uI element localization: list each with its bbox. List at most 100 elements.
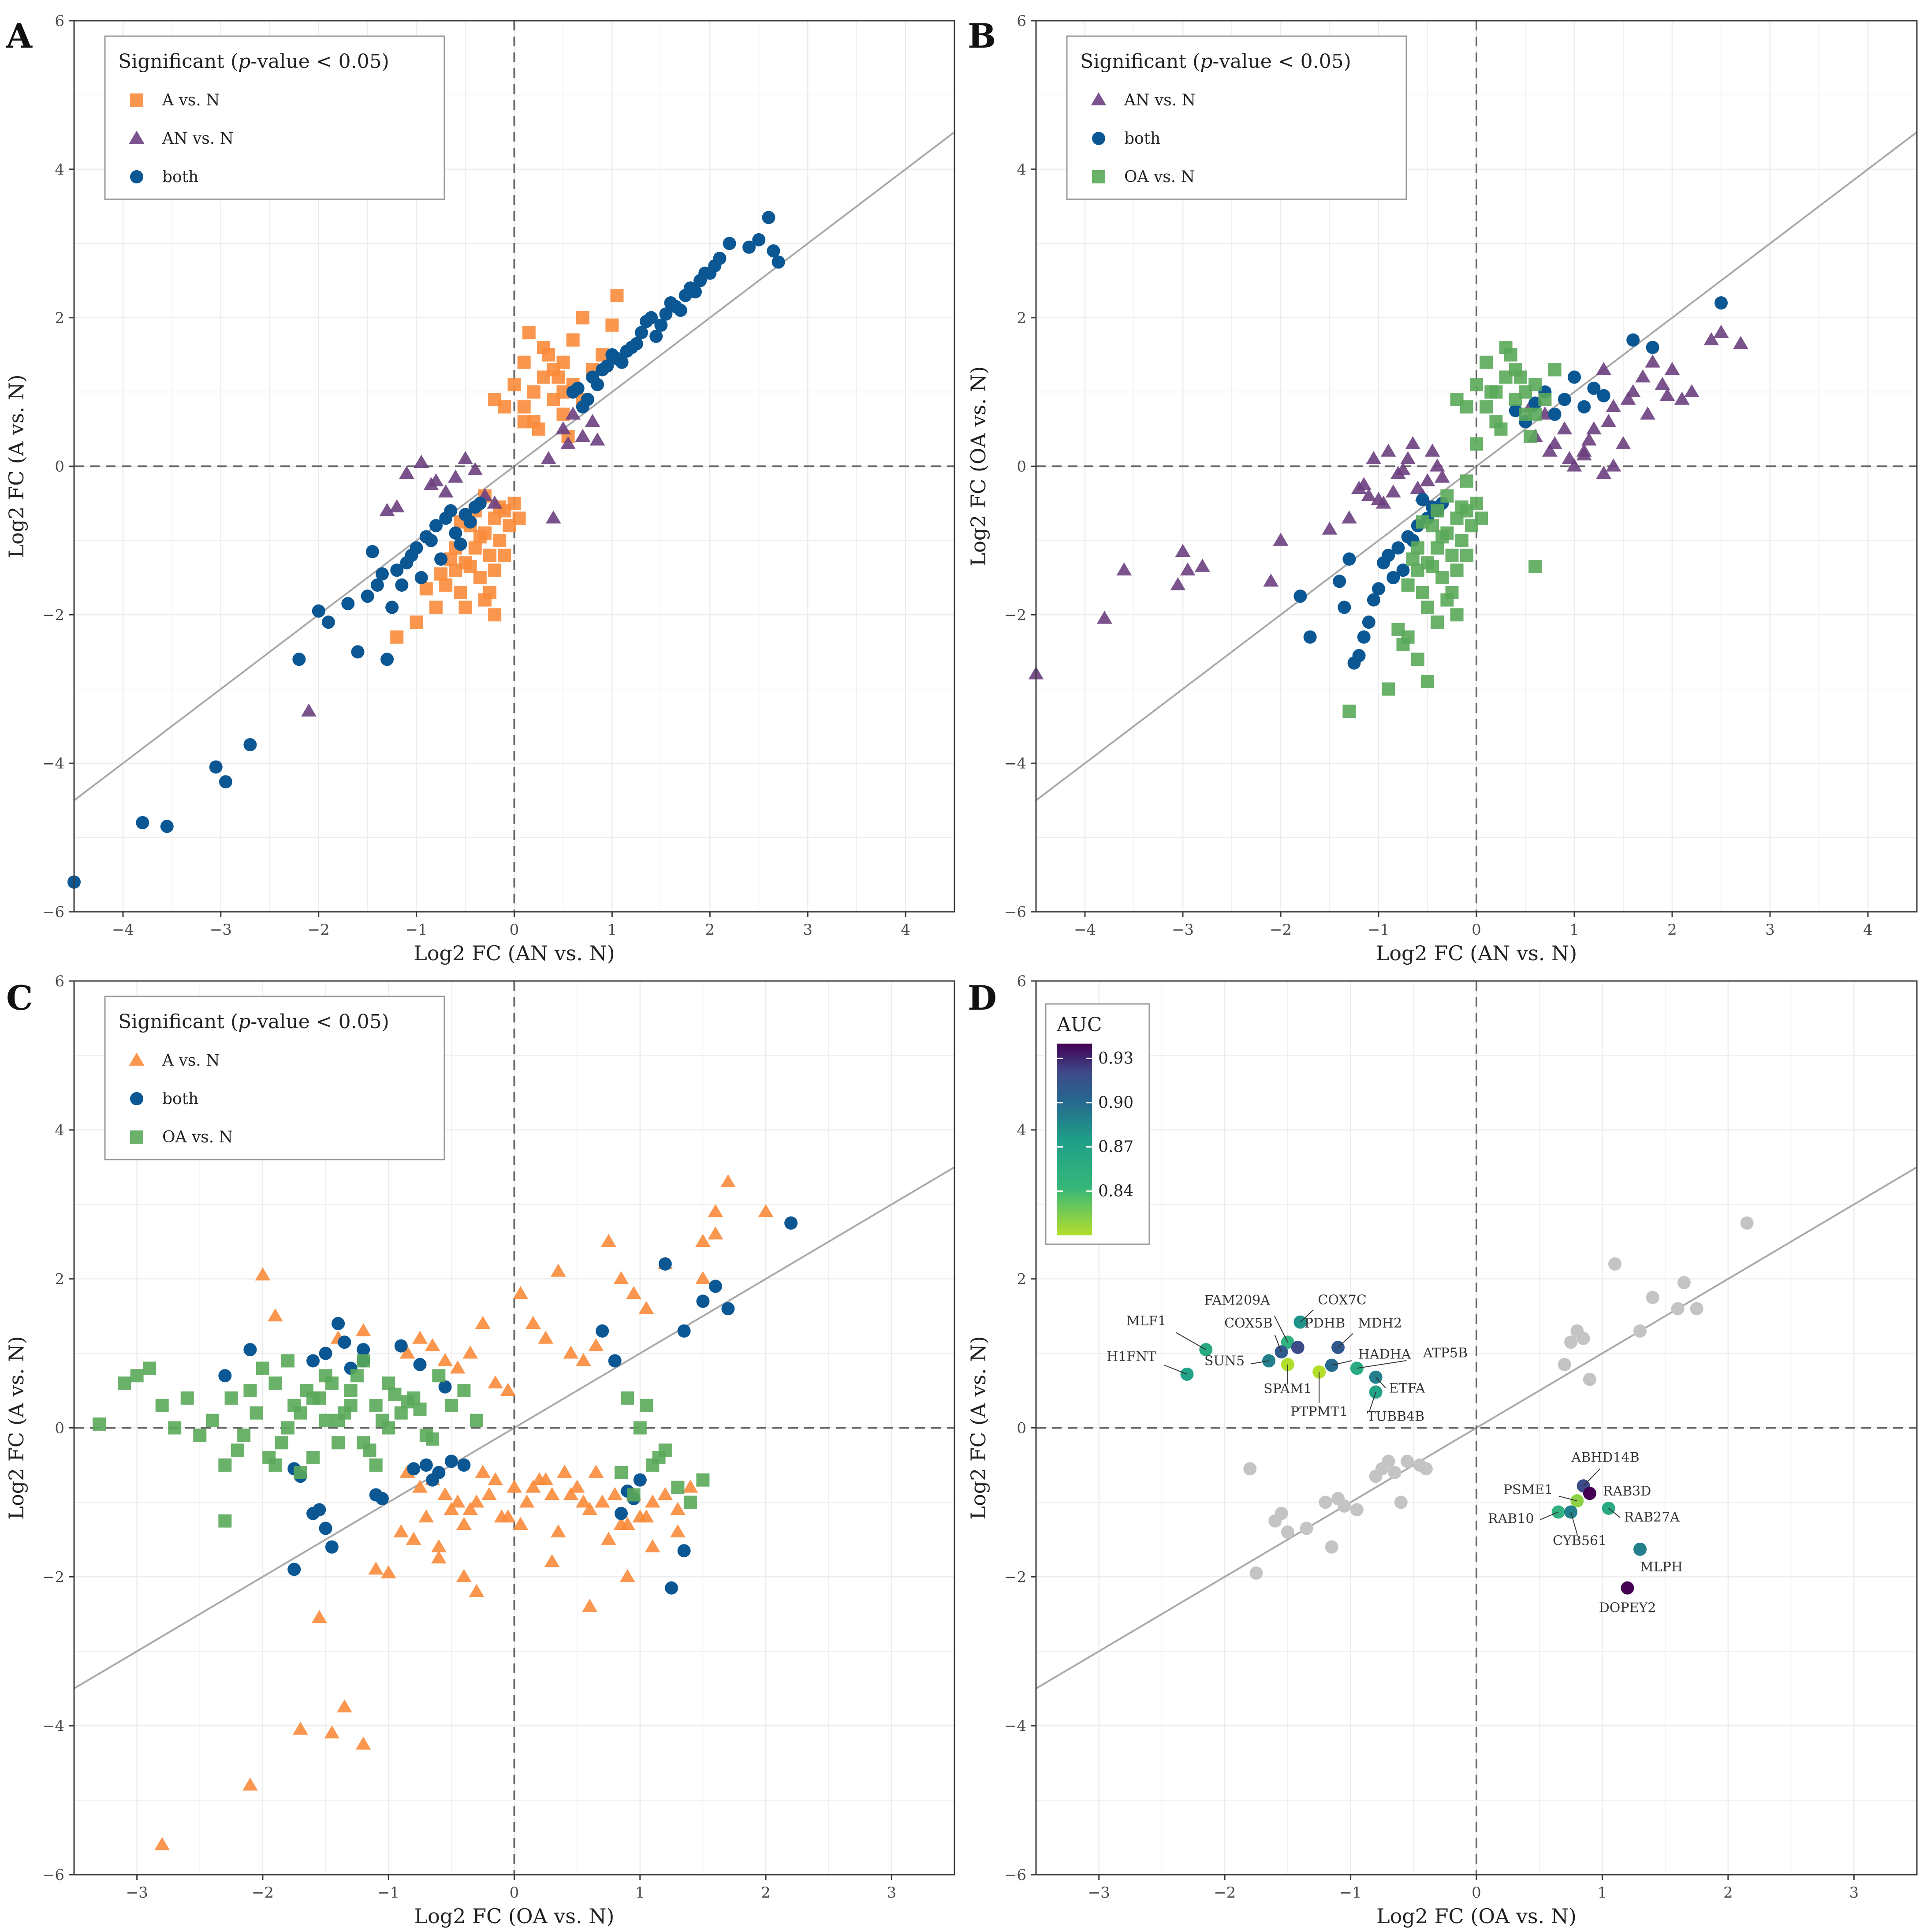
point-both: [1548, 407, 1562, 421]
point-avsn: [532, 422, 545, 436]
point-avsn: [576, 1494, 591, 1508]
legend-marker-avsn: [130, 93, 143, 107]
legend-marker-anvsn: [1091, 92, 1107, 105]
legend-label: both: [162, 1090, 198, 1108]
point-both: [444, 504, 458, 518]
point-avsn: [613, 1271, 629, 1284]
point-oavsn: [344, 1399, 358, 1412]
point-avsn: [645, 1539, 660, 1552]
point-oavsn: [1450, 563, 1464, 577]
point-avsn: [605, 318, 619, 332]
point-oavsn: [432, 1369, 446, 1383]
point-nonsignificant: [1671, 1302, 1685, 1316]
legend-label: A vs. N: [162, 91, 220, 109]
panel-a: −4 −3 −2 −1 0 1 2 3 4 −6 −4 −2 0 2 4 6 Log2 FC (AN vs. N…: [4, 12, 955, 965]
point-both: [306, 1507, 320, 1520]
colorbar-tick-label: 0.84: [1098, 1182, 1133, 1201]
y-tick-label: −4: [42, 755, 64, 772]
point-both: [454, 537, 467, 551]
point-both: [1347, 656, 1361, 670]
y-axis-label: Log2 FC (A vs. N): [4, 374, 28, 558]
point-avsn: [556, 355, 570, 369]
point-oavsn: [413, 1402, 427, 1416]
point-anvsn: [1645, 354, 1660, 368]
point-nonsignificant: [1419, 1462, 1433, 1476]
x-tick-label: 0: [510, 921, 519, 939]
point-avsn: [607, 1487, 623, 1500]
point-oavsn: [168, 1421, 182, 1435]
point-anvsn: [1170, 577, 1186, 590]
point-avsn: [619, 1569, 635, 1582]
gene-point-dopey2: [1621, 1581, 1634, 1595]
point-oavsn: [1455, 533, 1469, 547]
point-both: [752, 233, 766, 246]
point-anvsn: [1713, 324, 1729, 338]
point-oavsn: [633, 1421, 647, 1435]
point-avsn: [517, 415, 531, 429]
point-anvsn: [540, 451, 556, 464]
point-avsn: [462, 1502, 478, 1515]
gene-label-tubb4b: TUBB4B: [1367, 1409, 1425, 1424]
point-avsn: [512, 511, 526, 525]
legend-marker-avsn: [129, 1052, 145, 1066]
point-nonsignificant: [1740, 1216, 1754, 1230]
point-avsn: [507, 496, 521, 510]
y-tick-label: 2: [55, 310, 64, 327]
point-oavsn: [640, 1399, 653, 1412]
point-anvsn: [1606, 399, 1621, 412]
point-oavsn: [457, 1384, 471, 1398]
point-avsn: [419, 582, 433, 596]
point-anvsn: [1385, 484, 1401, 498]
point-oavsn: [319, 1414, 332, 1427]
axis-ticks: −4 −3 −2 −1 0 1 2 3 4 −6 −4 −2 0 2 4 6: [42, 12, 910, 939]
point-avsn: [513, 1286, 529, 1299]
gene-label-rab3d: RAB3D: [1603, 1484, 1651, 1499]
data-points: [1028, 296, 1748, 718]
y-tick-label: −6: [1004, 1866, 1026, 1884]
point-oavsn: [394, 1406, 408, 1420]
point-anvsn: [1659, 388, 1675, 401]
point-avsn: [410, 615, 423, 629]
gene-leader-line: [1250, 1360, 1269, 1365]
point-oavsn: [1460, 548, 1473, 562]
y-tick-label: 0: [55, 458, 64, 476]
point-anvsn: [1405, 436, 1421, 449]
point-both: [649, 329, 663, 343]
point-both: [696, 1294, 710, 1308]
point-nonsignificant: [1558, 1358, 1571, 1371]
auc-colorbar: AUC 0.93 0.90 0.87 0.84: [1045, 1003, 1150, 1245]
point-both: [407, 1462, 421, 1476]
point-anvsn: [575, 429, 591, 442]
point-nonsignificant: [1249, 1566, 1263, 1580]
legend-marker-oavsn: [130, 1130, 143, 1144]
point-avsn: [473, 530, 487, 544]
point-both: [1367, 593, 1380, 607]
gene-label-mlph: MLPH: [1640, 1559, 1683, 1575]
axis-ticks: −3 −2 −1 0 1 2 3 −6 −4 −2 0 2 4 6: [1004, 973, 1859, 1902]
point-oavsn: [621, 1391, 634, 1405]
point-oavsn: [382, 1421, 395, 1435]
point-anvsn: [1542, 444, 1558, 457]
y-tick-label: 6: [1017, 12, 1026, 30]
point-avsn: [538, 1472, 554, 1485]
x-tick-label: −2: [1214, 1884, 1236, 1902]
gene-label-rab27a: RAB27A: [1624, 1510, 1680, 1525]
panel-letter: C: [6, 978, 33, 1018]
point-avsn: [638, 1301, 654, 1314]
point-both: [1342, 552, 1356, 566]
point-oavsn: [332, 1436, 345, 1450]
point-nonsignificant: [1608, 1257, 1621, 1271]
legend-frame: [104, 996, 445, 1160]
gene-label-dopey2: DOPEY2: [1599, 1600, 1656, 1616]
point-nonsignificant: [1338, 1499, 1351, 1513]
point-avsn: [498, 548, 511, 562]
point-both: [723, 237, 736, 250]
point-nonsignificant: [1690, 1302, 1703, 1316]
point-oavsn: [1494, 422, 1508, 436]
point-both: [767, 244, 780, 258]
point-both: [654, 318, 668, 332]
point-anvsn: [1601, 414, 1617, 427]
point-both: [610, 352, 624, 366]
gene-leader-line: [1570, 1512, 1578, 1536]
point-oavsn: [426, 1432, 440, 1446]
